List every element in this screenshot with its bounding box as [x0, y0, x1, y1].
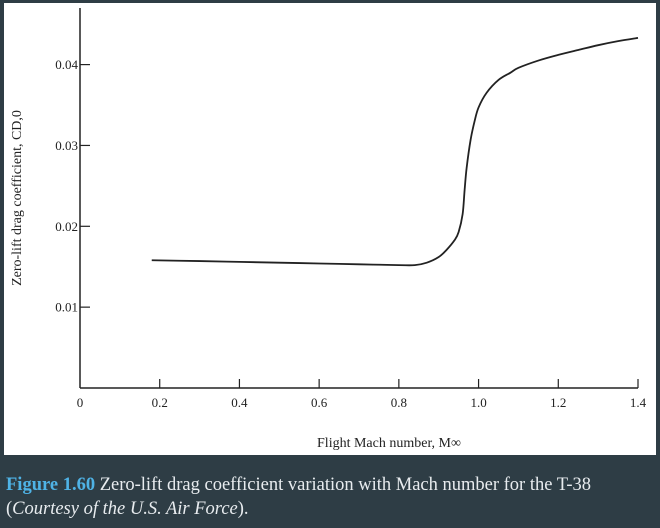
caption-figure-label: Figure 1.60 — [6, 475, 96, 495]
chart-ticks — [80, 63, 639, 388]
caption-text: Zero-lift drag coefficient variation wit… — [6, 475, 591, 519]
x-tick-label: 0.8 — [391, 395, 407, 410]
drag-coefficient-chart: 0 0.2 0.4 0.6 0.8 1.0 1.2 1.4 0.01 0.02 0.03 0.04 F… — [10, 8, 647, 451]
x-tick-label: 1.4 — [630, 395, 647, 410]
x-tick-label: 1.2 — [550, 395, 566, 410]
x-tick-label: 0.6 — [311, 395, 328, 410]
y-tick-label: 0.02 — [55, 219, 78, 234]
y-tick-label: 0.04 — [55, 57, 78, 72]
figure-panel: 0 0.2 0.4 0.6 0.8 1.0 1.2 1.4 0.01 0.02 0.03 0.04 F… — [4, 3, 656, 455]
y-axis-label: Zero-lift drag coefficient, CD,0 — [10, 110, 25, 286]
x-tick-label: 0.4 — [231, 395, 248, 410]
x-tick-label: 0.2 — [152, 395, 168, 410]
y-tick-label: 0.03 — [55, 138, 78, 153]
caption-credit: Courtesy of the U.S. Air Force — [12, 499, 238, 519]
caption-end: ). — [237, 499, 249, 519]
drag-coefficient-line — [151, 37, 639, 267]
x-tick-label: 1.0 — [470, 395, 486, 410]
y-tick-label: 0.01 — [55, 300, 78, 315]
x-axis-label: Flight Mach number, M∞ — [317, 436, 461, 451]
x-tick-label: 0 — [77, 395, 84, 410]
chart-axes — [79, 8, 638, 389]
figure-caption: Figure 1.60 Zero-lift drag coefficient v… — [6, 473, 654, 521]
chart-tick-labels: 0 0.2 0.4 0.6 0.8 1.0 1.2 1.4 0.01 0.02 0.03 0.04 — [55, 57, 646, 410]
